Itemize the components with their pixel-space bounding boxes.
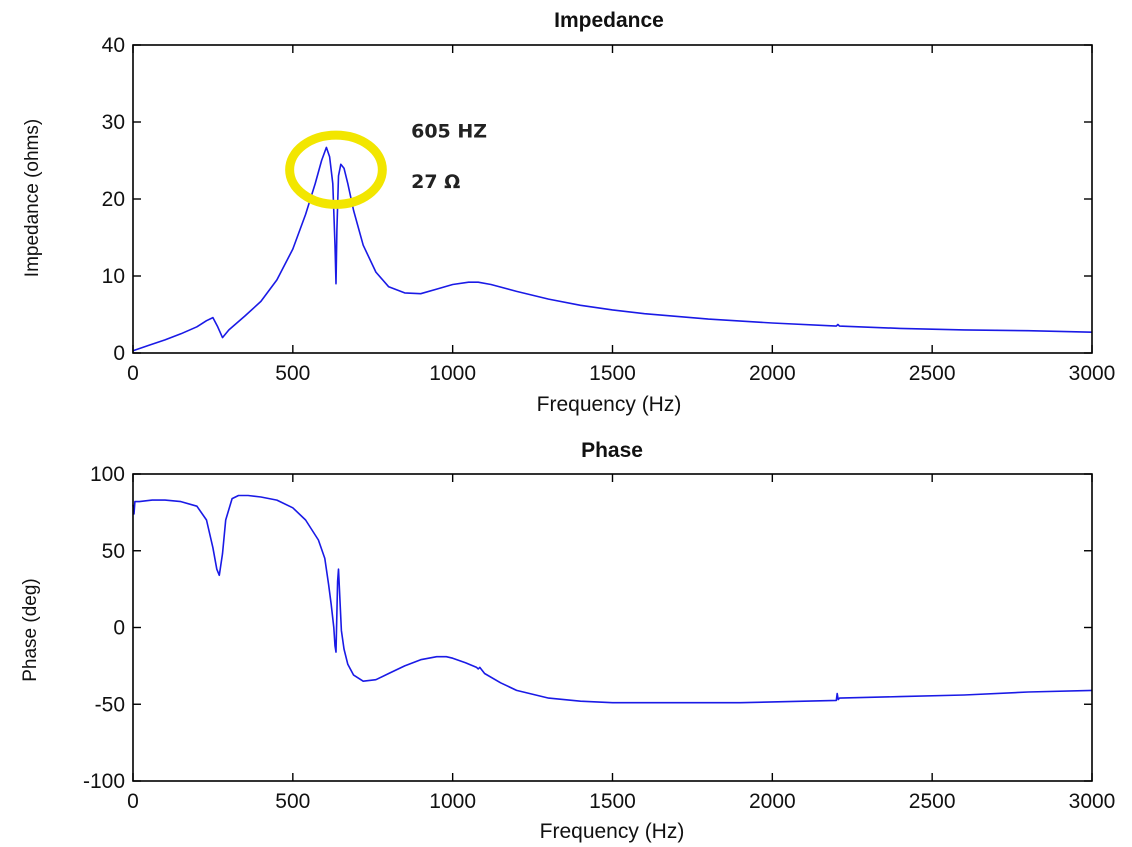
impedance-x-tick-label: 2000 xyxy=(749,362,796,385)
phase-x-tick-label: 1500 xyxy=(589,790,636,813)
phase-y-tick-label: 50 xyxy=(102,540,125,563)
phase-y-tick-label: 0 xyxy=(113,617,125,640)
peak-frequency-annotation: 605 HZ xyxy=(411,120,487,142)
phase-chart-title: Phase xyxy=(581,439,643,462)
phase-x-tick-label: 3000 xyxy=(1069,790,1116,813)
impedance-y-axis-label: Impedance (ohms) xyxy=(22,119,43,277)
phase-x-tick-label: 500 xyxy=(275,790,310,813)
peak-highlight-circle xyxy=(285,130,387,209)
impedance-chart-title: Impedance xyxy=(554,9,664,32)
impedance-x-tick-label: 500 xyxy=(275,362,310,385)
impedance-y-tick-label: 10 xyxy=(102,265,125,288)
impedance-x-tick-label: 1000 xyxy=(429,362,476,385)
peak-impedance-annotation: 27 Ω xyxy=(411,171,460,193)
phase-chart: Phase Frequency (Hz) Phase (deg) 0 500 100… xyxy=(20,439,1115,843)
phase-y-tick-label: 100 xyxy=(90,463,125,486)
phase-x-tick-label: 2000 xyxy=(749,790,796,813)
impedance-y-tick-label: 20 xyxy=(102,188,125,211)
impedance-x-axis-label: Frequency (Hz) xyxy=(537,393,682,416)
impedance-y-tick-label: 40 xyxy=(102,34,125,57)
impedance-plot-frame xyxy=(132,44,1093,354)
phase-series-line xyxy=(132,494,1093,704)
impedance-x-tick-label: 0 xyxy=(127,362,139,385)
impedance-x-tick-label: 2500 xyxy=(909,362,956,385)
phase-x-tick-label: 2500 xyxy=(909,790,956,813)
phase-y-tick-label: -100 xyxy=(83,770,125,793)
phase-x-axis-label: Frequency (Hz) xyxy=(540,820,685,843)
phase-y-tick-label: -50 xyxy=(95,693,125,716)
impedance-chart: Impedance Frequency (Hz) Impedance (ohms… xyxy=(22,9,1115,416)
impedance-x-tick-label: 3000 xyxy=(1069,362,1116,385)
phase-x-tick-label: 0 xyxy=(127,790,139,813)
impedance-series-line xyxy=(132,146,1093,352)
impedance-y-tick-label: 0 xyxy=(113,342,125,365)
impedance-x-tick-label: 1500 xyxy=(589,362,636,385)
phase-y-axis-label: Phase (deg) xyxy=(20,578,41,682)
phase-plot-frame xyxy=(132,473,1093,782)
phase-x-tick-label: 1000 xyxy=(429,790,476,813)
impedance-y-tick-label: 30 xyxy=(102,111,125,134)
